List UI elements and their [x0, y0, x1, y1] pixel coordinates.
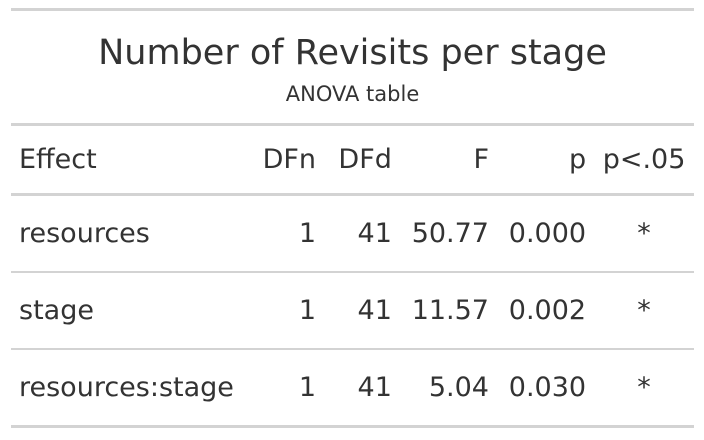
- table-row: stage 1 41 11.57 0.002 *: [11, 272, 694, 349]
- cell-dfd: 41: [357, 372, 392, 403]
- header-row: Effect DFn DFd F p p<.05: [11, 124, 694, 195]
- column-header-dfd: DFd: [338, 144, 392, 175]
- table-subtitle: ANOVA table: [285, 82, 420, 106]
- cell-p: 0.030: [508, 372, 587, 403]
- column-header-dfn: DFn: [262, 144, 317, 175]
- cell-dfn: 1: [298, 218, 317, 249]
- cell-p: 0.000: [508, 218, 587, 249]
- cell-dfd: 41: [357, 218, 392, 249]
- cell-effect: stage: [19, 295, 94, 326]
- cell-f: 5.04: [428, 372, 489, 403]
- cell-effect: resources: [19, 218, 150, 249]
- cell-f: 11.57: [411, 295, 489, 326]
- column-header-f: F: [473, 144, 489, 175]
- cell-dfd: 41: [357, 295, 392, 326]
- cell-significance: *: [637, 218, 651, 249]
- table-row: resources:stage 1 41 5.04 0.030 *: [11, 349, 694, 427]
- anova-table: Effect DFn DFd F p p<.05 resources 1 41 …: [11, 123, 694, 428]
- column-header-significance: p<.05: [602, 144, 686, 175]
- column-header-p: p: [568, 144, 587, 175]
- top-rule: [11, 8, 694, 11]
- cell-significance: *: [637, 295, 651, 326]
- cell-dfn: 1: [298, 372, 317, 403]
- table-row: resources 1 41 50.77 0.000 *: [11, 195, 694, 272]
- cell-f: 50.77: [411, 218, 489, 249]
- cell-effect: resources:stage: [19, 372, 234, 403]
- table-title: Number of Revisits per stage: [98, 33, 607, 73]
- cell-p: 0.002: [508, 295, 587, 326]
- cell-dfn: 1: [298, 295, 317, 326]
- cell-significance: *: [637, 372, 651, 403]
- column-header-effect: Effect: [19, 144, 97, 175]
- anova-table-container: Number of Revisits per stage ANOVA table…: [11, 8, 694, 428]
